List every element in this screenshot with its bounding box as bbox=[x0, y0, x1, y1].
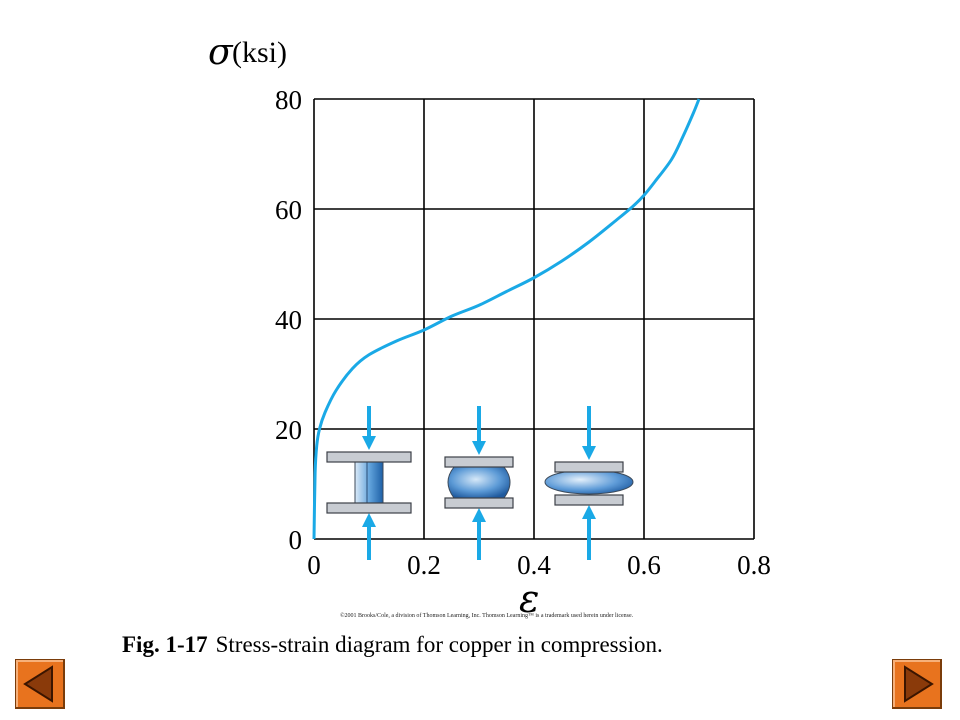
grid bbox=[313, 98, 755, 540]
x-tick-label-1: 0.2 bbox=[407, 550, 441, 580]
specimen-body bbox=[544, 469, 634, 495]
platen-top bbox=[444, 456, 514, 468]
compression-arrow-up-icon bbox=[582, 505, 596, 560]
compression-arrow-up-icon bbox=[472, 508, 486, 560]
specimen-body bbox=[447, 466, 511, 499]
x-axis-label: ε bbox=[519, 577, 539, 621]
y-tick-label-4: 80 bbox=[275, 85, 302, 115]
caption-text: Stress-strain diagram for copper in comp… bbox=[215, 632, 663, 657]
platen-bottom bbox=[326, 502, 412, 514]
compression-arrow-up-icon bbox=[362, 513, 376, 560]
specimen-icons bbox=[326, 406, 634, 560]
platen-top bbox=[326, 451, 412, 463]
figure-number: Fig. 1-17 bbox=[122, 632, 208, 657]
x-tick-label-2: 0.4 bbox=[517, 550, 551, 580]
series-line-0 bbox=[312, 98, 701, 540]
specimen-undeformed-icon bbox=[326, 406, 412, 560]
compression-arrow-down-icon bbox=[362, 406, 376, 450]
previous-slide-button[interactable] bbox=[15, 659, 65, 709]
specimen-barrel-icon bbox=[444, 406, 514, 560]
platen-bottom bbox=[444, 497, 514, 509]
right-triangle-icon bbox=[892, 659, 942, 709]
tick-labels: 0 0.2 0.4 0.6 0.8 0 20 40 60 80 bbox=[275, 85, 771, 580]
platen-top bbox=[554, 461, 624, 473]
specimen-flattened-icon bbox=[544, 406, 634, 560]
compression-arrow-down-icon bbox=[582, 406, 596, 460]
next-slide-button[interactable] bbox=[892, 659, 942, 709]
y-tick-label-0: 0 bbox=[289, 525, 303, 555]
y-tick-label-1: 20 bbox=[275, 415, 302, 445]
y-axis-label-unit: (ksi) bbox=[232, 36, 287, 69]
x-tick-label-0: 0 bbox=[307, 550, 321, 580]
specimen-body bbox=[354, 461, 384, 504]
x-tick-label-3: 0.6 bbox=[627, 550, 661, 580]
y-axis-label-symbol: σ bbox=[208, 32, 234, 73]
left-triangle-icon bbox=[15, 659, 65, 709]
platen-bottom bbox=[554, 494, 624, 506]
series bbox=[312, 98, 701, 540]
y-tick-label-3: 60 bbox=[275, 195, 302, 225]
figure-caption: Fig. 1-17 Stress-strain diagram for coppe… bbox=[122, 632, 663, 658]
y-tick-label-2: 40 bbox=[275, 305, 302, 335]
x-tick-label-4: 0.8 bbox=[737, 550, 771, 580]
compression-arrow-down-icon bbox=[472, 406, 486, 455]
copyright-notice: ©2001 Brooks/Cole, a division of Thomson… bbox=[340, 613, 634, 619]
